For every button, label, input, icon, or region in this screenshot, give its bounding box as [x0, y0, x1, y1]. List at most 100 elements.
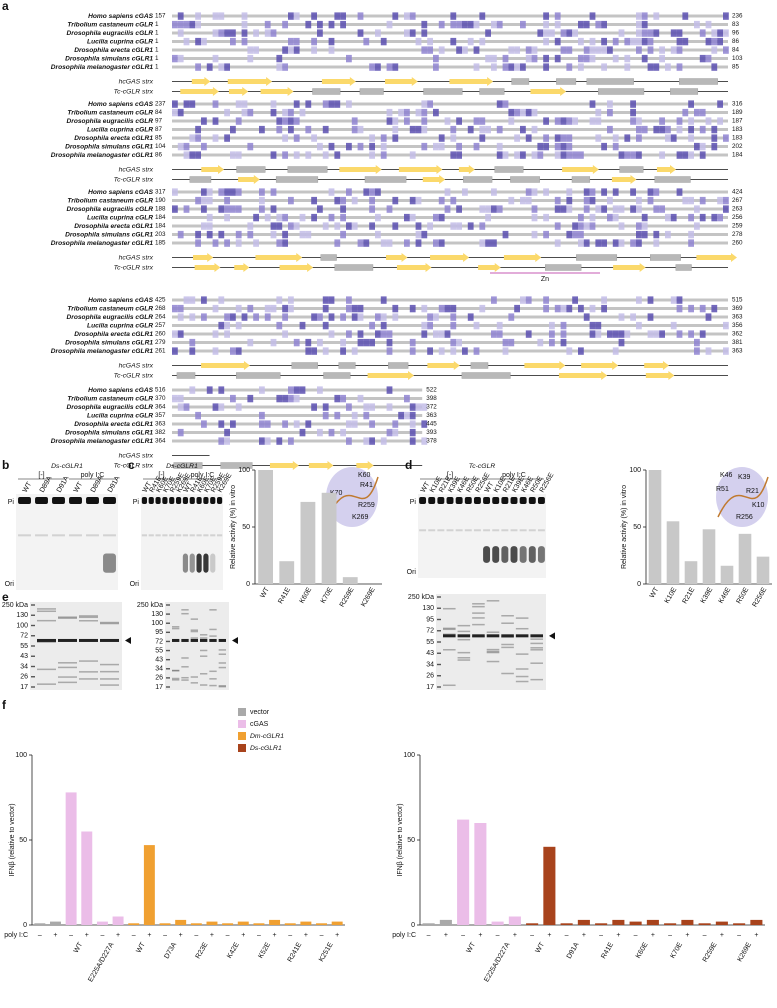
residue-shade: [496, 20, 503, 29]
residue-shade: [270, 230, 277, 239]
species-name: Drosophila erecta cGLR1: [74, 331, 153, 338]
residue-shade: [647, 296, 654, 304]
kda-marker: 17: [155, 684, 163, 691]
seq-end: 256: [732, 214, 743, 221]
residue-shade: [537, 151, 544, 159]
x-tick-label: WT: [535, 941, 547, 955]
residue-shade: [322, 222, 329, 230]
bar: [684, 561, 698, 584]
poly-ic-sign: –: [565, 932, 569, 939]
product-band: [510, 546, 518, 563]
protein-band: [172, 627, 180, 630]
residue-shade: [218, 437, 225, 445]
bar: [300, 921, 312, 925]
seq-start: 237: [155, 101, 166, 108]
sequence: [172, 324, 728, 327]
residue-shade: [322, 125, 329, 134]
residue-shade: [282, 394, 288, 403]
residue-shade: [415, 37, 422, 46]
residue-shade: [328, 313, 335, 321]
residue-shade: [473, 20, 480, 29]
lane-label: WT: [420, 480, 432, 494]
residue-shade: [299, 428, 306, 437]
residue-shade: [276, 222, 283, 230]
residue-shade: [276, 213, 283, 222]
species-name: Drosophila erecta cGLR1: [74, 47, 153, 54]
seq-start: 363: [155, 421, 166, 428]
bar: [491, 921, 504, 925]
residue-shade: [543, 54, 549, 63]
residue-shade: [525, 196, 532, 205]
seq-end: 363: [732, 348, 743, 355]
residue-shade: [270, 100, 277, 108]
residue-shade: [543, 230, 549, 239]
residue-shade: [444, 304, 451, 313]
species-name: Lucilia cuprina cGLR: [87, 38, 153, 45]
residue-shade: [659, 125, 665, 134]
strand: [193, 253, 214, 262]
residue-shade: [491, 205, 497, 213]
protein-band: [530, 638, 543, 640]
gel-group: [-]: [158, 472, 164, 479]
residue-shade: [357, 142, 364, 151]
residue-shade: [322, 304, 329, 313]
residue-shade: [665, 230, 671, 239]
seq-end: 278: [732, 231, 743, 238]
x-tick-label: R259E: [339, 586, 356, 608]
residue-shade: [589, 222, 596, 230]
residue-shade: [699, 151, 706, 159]
residue-shade: [288, 117, 294, 125]
residue-shade: [264, 313, 271, 321]
sequence: [172, 31, 728, 35]
bar: [258, 470, 273, 584]
residue-label: R259: [358, 502, 375, 509]
bar: [128, 923, 140, 925]
residue-shade: [264, 437, 271, 445]
residue-shade: [276, 117, 283, 125]
protein-band: [457, 657, 471, 659]
helix: [275, 176, 319, 183]
residue-shade: [253, 313, 259, 321]
protein-band: [190, 682, 198, 684]
helix: [556, 78, 577, 85]
seq-start: 1: [155, 55, 159, 62]
kda-marker: 250 kDa: [2, 602, 28, 609]
residue-shade: [322, 321, 329, 330]
strand: [191, 77, 211, 86]
faint-band: [155, 534, 161, 537]
species-name: Drosophila melanogaster cGLR1: [51, 64, 154, 71]
residue-shade: [317, 20, 323, 29]
protein-band: [58, 666, 77, 669]
faint-band: [528, 529, 536, 532]
protein-band: [486, 660, 500, 663]
x-tick-label: R23E: [195, 941, 210, 960]
residue-shade: [311, 403, 317, 411]
protein-band: [79, 615, 98, 617]
residue-shade: [589, 188, 596, 196]
protein-surface: [716, 467, 768, 527]
residue-shade: [560, 29, 567, 37]
protein-band: [200, 673, 208, 675]
residue-shade: [560, 142, 567, 151]
protein-band: [100, 622, 119, 625]
ladder-band: [437, 663, 441, 666]
residue-shade: [386, 108, 393, 117]
bar: [612, 919, 625, 925]
ladder-band: [166, 677, 170, 679]
residue-shade: [201, 188, 207, 196]
residue-shade: [270, 151, 277, 159]
residue-shade: [328, 213, 335, 222]
residue-shade: [554, 239, 561, 247]
residue-shade: [322, 151, 329, 159]
helix: [220, 462, 253, 469]
kda-marker: 43: [155, 657, 163, 664]
seq-start: 104: [155, 143, 166, 150]
residue-shade: [415, 239, 422, 247]
residue-shade: [554, 196, 561, 205]
protein-band: [37, 610, 56, 613]
residue-shade: [415, 222, 422, 230]
residue-shade: [676, 330, 683, 338]
x-tick-label: K269E: [737, 941, 754, 963]
protein-band: [515, 668, 529, 670]
residue-shade: [218, 230, 225, 239]
